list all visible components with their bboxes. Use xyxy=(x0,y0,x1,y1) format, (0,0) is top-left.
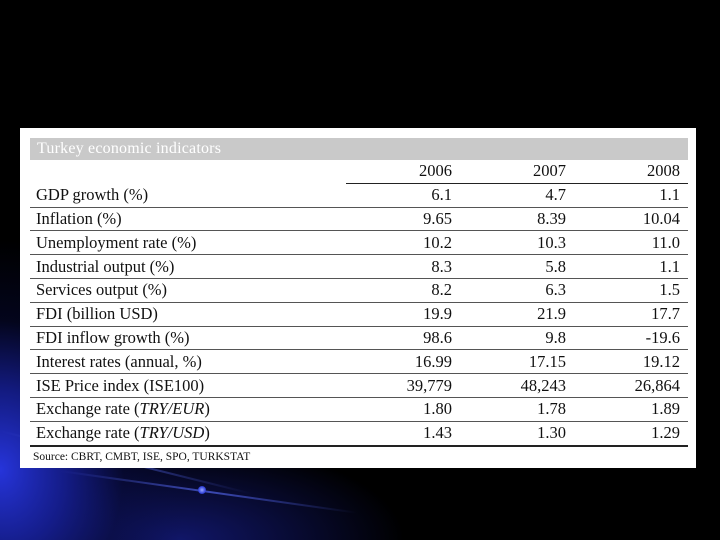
row-value: 1.1 xyxy=(574,254,688,279)
row-value: 8.3 xyxy=(346,254,460,279)
row-value: 10.04 xyxy=(574,207,688,232)
row-label: Inflation (%) xyxy=(30,207,346,232)
row-label: Exchange rate (TRY/USD) xyxy=(30,421,346,447)
table-row: ISE Price index (ISE100) 39,779 48,243 26,8… xyxy=(30,373,688,398)
row-value: 1.5 xyxy=(574,278,688,303)
row-value: 19.9 xyxy=(346,302,460,327)
table-row: Industrial output (%) 8.3 5.8 1.1 xyxy=(30,254,688,279)
table-slide: Turkey economic indicators 2006 2007 200… xyxy=(20,128,696,468)
table-row: GDP growth (%) 6.1 4.7 1.1 xyxy=(30,183,688,208)
row-value: 10.2 xyxy=(346,230,460,256)
row-label: FDI (billion USD) xyxy=(30,302,346,327)
row-label: Interest rates (annual, %) xyxy=(30,349,346,375)
header-year: 2006 xyxy=(346,160,460,184)
table-row: Interest rates (annual, %) 16.99 17.15 19.1… xyxy=(30,349,688,375)
header-label-cell xyxy=(30,160,346,183)
table-row: Services output (%) 8.2 6.3 1.5 xyxy=(30,278,688,303)
header-year: 2007 xyxy=(460,160,574,184)
row-value: 16.99 xyxy=(346,349,460,375)
row-value: 26,864 xyxy=(574,373,688,398)
row-value: 19.12 xyxy=(574,349,688,375)
row-value: 10.3 xyxy=(460,230,574,256)
row-value: 17.7 xyxy=(574,302,688,327)
table-row: Exchange rate (TRY/EUR) 1.80 1.78 1.89 xyxy=(30,397,688,422)
row-value: 1.30 xyxy=(460,421,574,447)
row-label: GDP growth (%) xyxy=(30,183,346,208)
row-label: ISE Price index (ISE100) xyxy=(30,373,346,398)
row-value: 9.8 xyxy=(460,326,574,351)
row-value: 4.7 xyxy=(460,183,574,208)
row-value: 1.78 xyxy=(460,397,574,422)
row-value: 48,243 xyxy=(460,373,574,398)
table-title: Turkey economic indicators xyxy=(30,138,688,160)
table-figure: Turkey economic indicators 2006 2007 200… xyxy=(30,138,688,464)
row-label: Services output (%) xyxy=(30,278,346,303)
table-row: FDI inflow growth (%) 98.6 9.8 -19.6 xyxy=(30,326,688,351)
row-value: 1.89 xyxy=(574,397,688,422)
row-value: 9.65 xyxy=(346,207,460,232)
row-label: Exchange rate (TRY/EUR) xyxy=(30,397,346,422)
row-label: FDI inflow growth (%) xyxy=(30,326,346,351)
table-row: FDI (billion USD) 19.9 21.9 17.7 xyxy=(30,302,688,327)
row-value: 5.8 xyxy=(460,254,574,279)
row-label: Unemployment rate (%) xyxy=(30,230,346,256)
background-glow-dot xyxy=(198,486,206,494)
source-note: Source: CBRT, CMBT, ISE, SPO, TURKSTAT xyxy=(33,450,251,463)
row-value: 21.9 xyxy=(460,302,574,327)
row-value: -19.6 xyxy=(574,326,688,351)
table-row: Exchange rate (TRY/USD) 1.43 1.30 1.29 xyxy=(30,421,688,447)
background-streak xyxy=(59,470,358,514)
table-row: Unemployment rate (%) 10.2 10.3 11.0 xyxy=(30,230,688,256)
row-value: 17.15 xyxy=(460,349,574,375)
row-value: 39,779 xyxy=(346,373,460,398)
row-value: 1.1 xyxy=(574,183,688,208)
indicators-table: 2006 2007 2008 GDP growth (%) 6.1 4.7 1.1 In… xyxy=(30,160,688,447)
header-row: 2006 2007 2008 xyxy=(30,160,688,184)
row-value: 1.43 xyxy=(346,421,460,447)
row-label: Industrial output (%) xyxy=(30,254,346,279)
row-value: 6.3 xyxy=(460,278,574,303)
row-value: 8.39 xyxy=(460,207,574,232)
row-value: 1.80 xyxy=(346,397,460,422)
table-row: Inflation (%) 9.65 8.39 10.04 xyxy=(30,207,688,232)
row-value: 8.2 xyxy=(346,278,460,303)
row-value: 11.0 xyxy=(574,230,688,256)
header-year: 2008 xyxy=(574,160,688,184)
row-value: 1.29 xyxy=(574,421,688,447)
row-value: 6.1 xyxy=(346,183,460,208)
row-value: 98.6 xyxy=(346,326,460,351)
